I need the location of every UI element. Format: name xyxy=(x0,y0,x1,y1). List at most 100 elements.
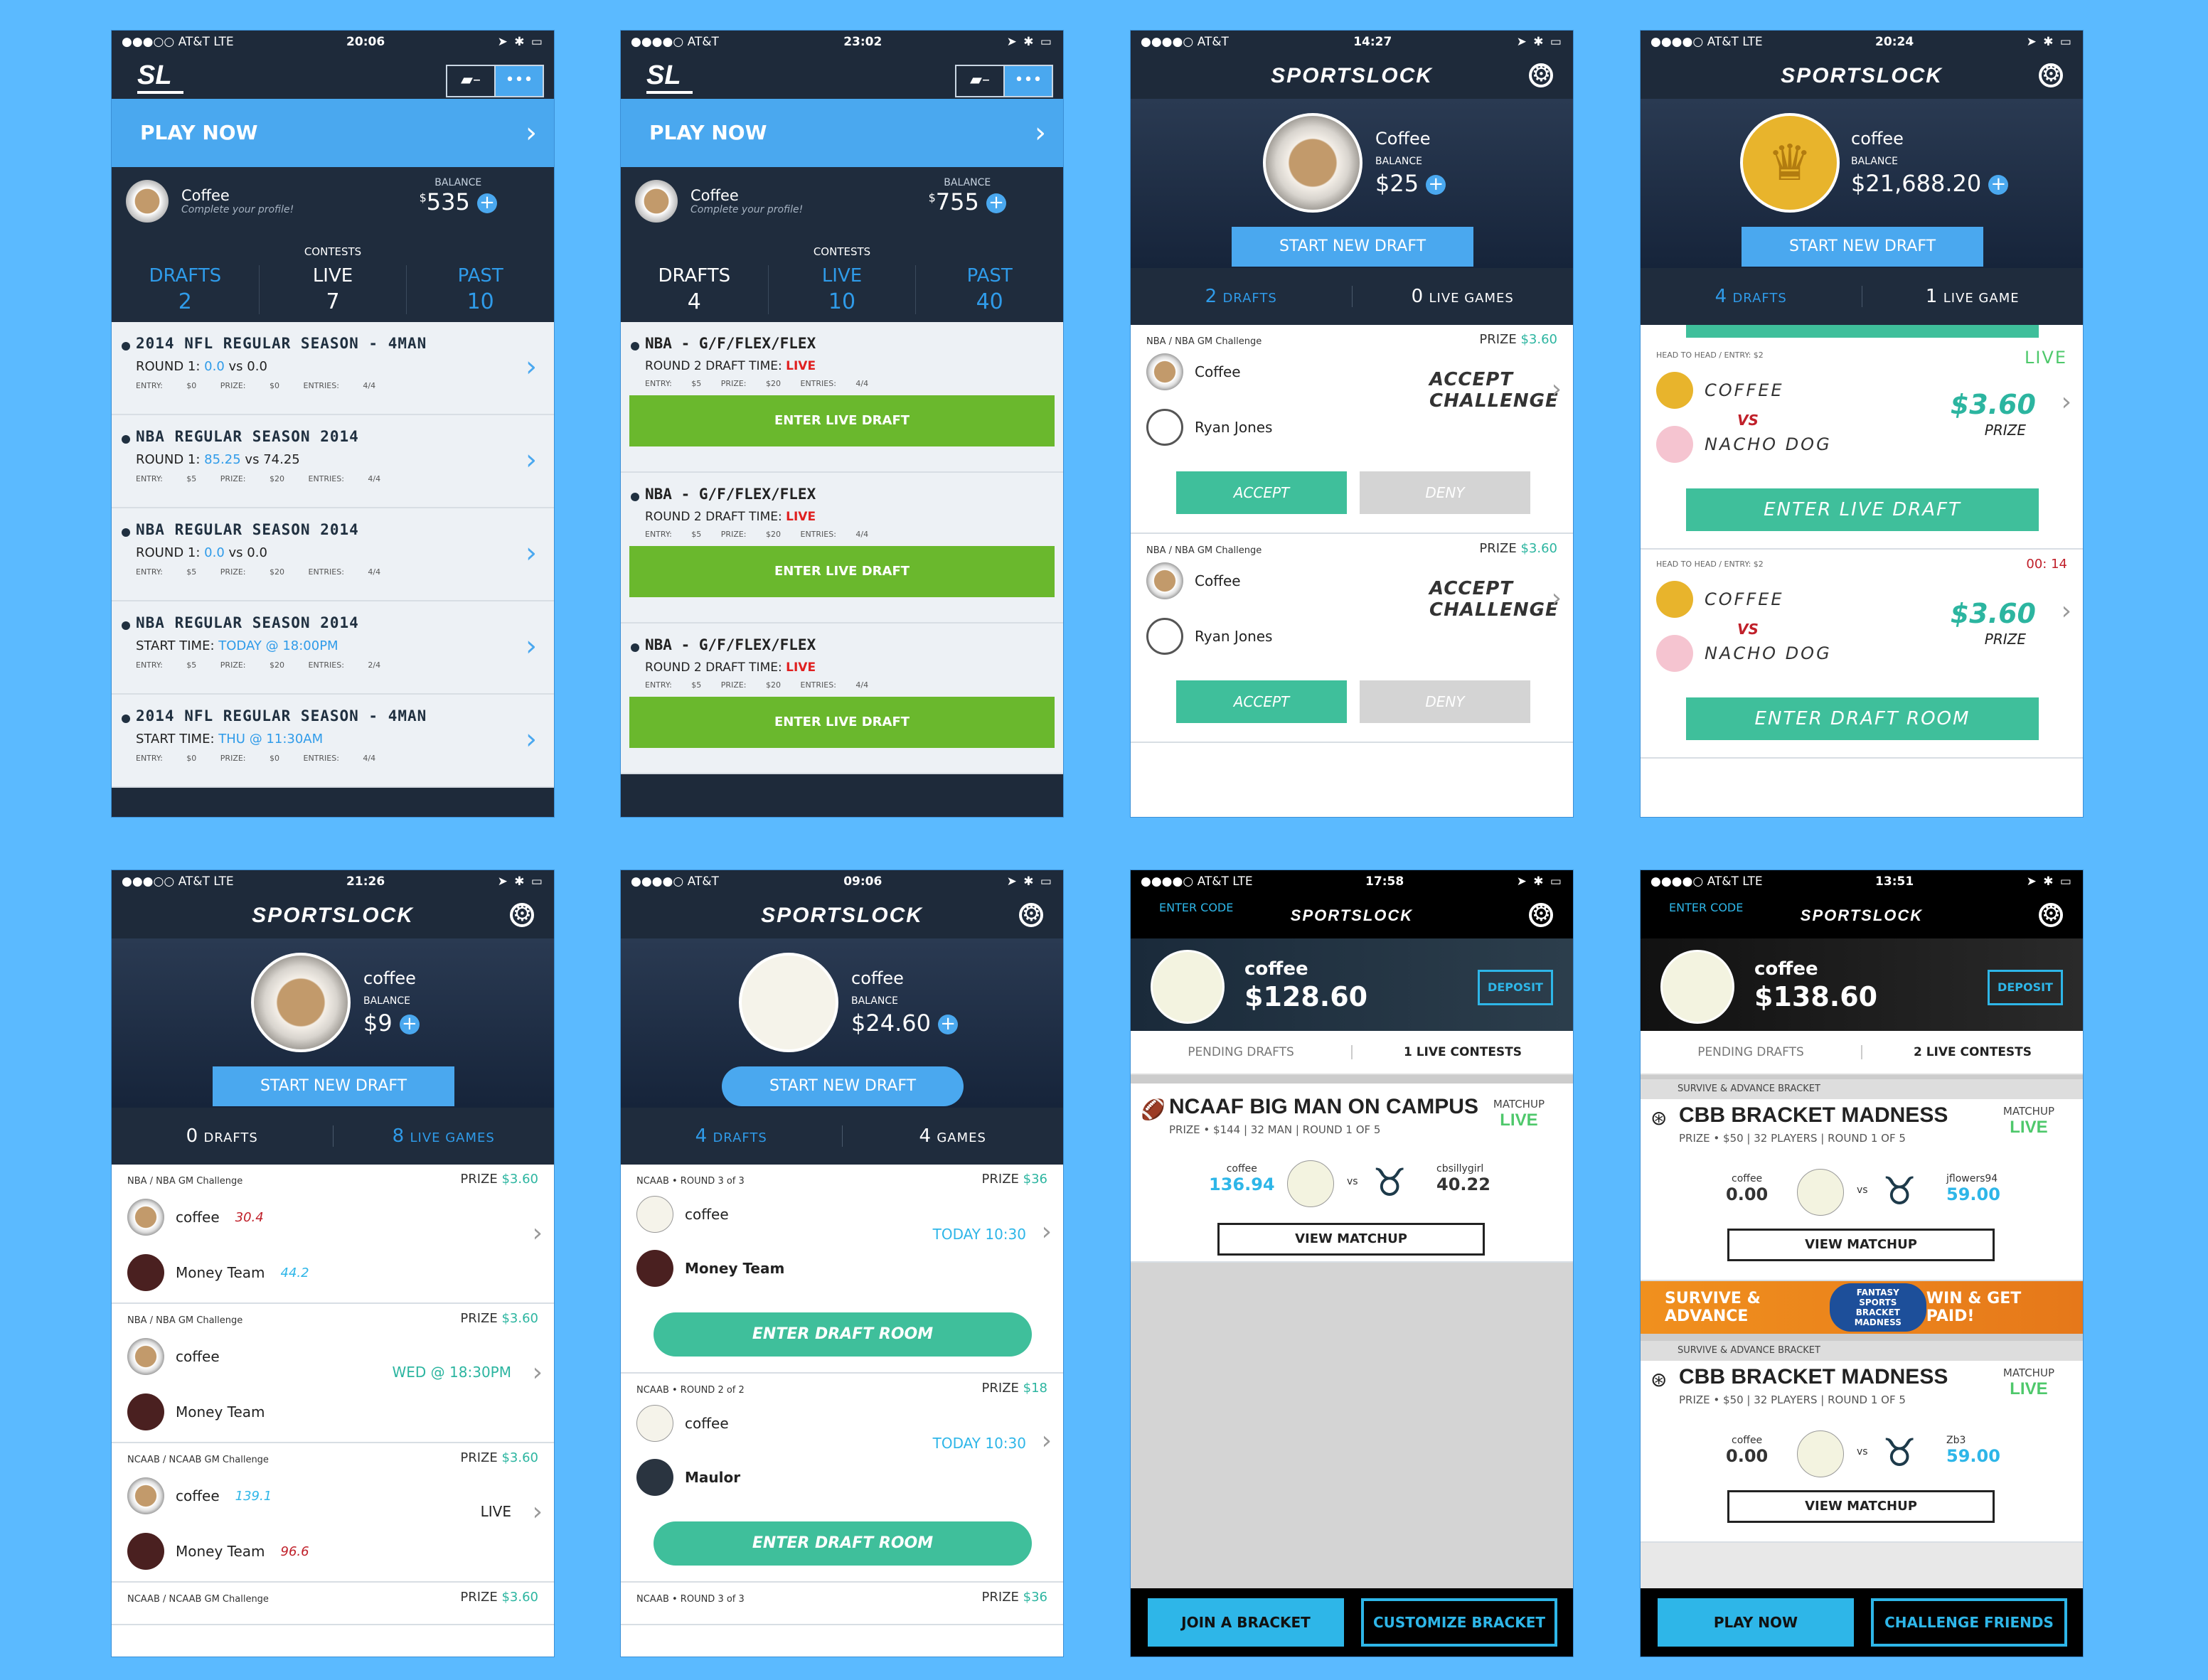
tab-live-games[interactable]: 0 LIVE GAMES xyxy=(1353,286,1574,307)
tab-drafts[interactable]: 4 DRAFTS xyxy=(621,1125,843,1147)
crown-icon: ♛ xyxy=(1740,113,1840,213)
chevron-right-icon[interactable]: › xyxy=(2061,596,2071,626)
play-now-button[interactable]: PLAY NOW xyxy=(1658,1598,1854,1647)
prize-label: PRIZE xyxy=(1984,631,2026,648)
customize-bracket-button[interactable]: CUSTOMIZE BRACKET xyxy=(1361,1598,1557,1647)
gear-icon[interactable]: ⚙ xyxy=(1529,63,1553,87)
vs-label: vs xyxy=(1857,1446,1868,1457)
nav-bar: ENTER CODE SPORTSLOCK ⚙ xyxy=(1641,893,2083,938)
tab-drafts[interactable]: 4 DRAFTS xyxy=(1641,286,1862,307)
start-new-draft-button[interactable]: START NEW DRAFT xyxy=(213,1066,454,1106)
enter-live-draft-button[interactable]: ENTER LIVE DRAFT xyxy=(1686,488,2039,531)
clock: 23:02 xyxy=(843,35,882,49)
gear-icon[interactable]: ⚙ xyxy=(1529,903,1553,927)
more-icon[interactable]: ••• xyxy=(494,65,544,97)
tab-drafts[interactable]: DRAFTS 4 xyxy=(621,265,769,314)
enter-draft-room-button[interactable]: ENTER DRAFT ROOM xyxy=(1686,697,2039,740)
chevron-right-icon[interactable]: › xyxy=(1551,375,1562,404)
add-funds-icon[interactable]: + xyxy=(1426,175,1446,195)
list-item[interactable]: NBA REGULAR SEASON 2014 ROUND 1: 0.0 vs 0… xyxy=(112,508,554,601)
accept-button[interactable]: ACCEPT xyxy=(1176,680,1347,723)
add-funds-icon[interactable]: + xyxy=(938,1015,959,1034)
profile-bar[interactable]: Coffee Complete your profile! BALANCE $755… xyxy=(621,167,1063,235)
list-item[interactable]: 2014 NFL REGULAR SEASON - 4MAN START TIME… xyxy=(112,695,554,788)
tab-games[interactable]: 4 GAMES xyxy=(843,1125,1064,1147)
avatar xyxy=(636,1250,673,1287)
promo-banner[interactable]: SURVIVE & ADVANCE FANTASY SPORTS BRACKET … xyxy=(1641,1281,2083,1334)
enter-code-button[interactable]: ENTER CODE xyxy=(1669,901,1744,914)
tab-past[interactable]: PAST 40 xyxy=(916,265,1063,314)
gear-icon[interactable]: ⚙ xyxy=(1019,903,1043,927)
tab-past[interactable]: PAST 10 xyxy=(407,265,554,314)
gear-icon[interactable]: ⚙ xyxy=(510,903,534,927)
game-card[interactable]: NBA / NBA GM Challenge PRIZE $3.60 coffee… xyxy=(112,1165,554,1304)
profile-bar[interactable]: Coffee Complete your profile! BALANCE $535… xyxy=(112,167,554,235)
start-new-draft-button[interactable]: START NEW DRAFT xyxy=(722,1066,964,1106)
list-item[interactable]: NBA REGULAR SEASON 2014 ROUND 1: 85.25 vs… xyxy=(112,415,554,508)
tab-live-game[interactable]: 1 LIVE GAME xyxy=(1862,286,2084,307)
draft-icon[interactable]: ▰– xyxy=(955,65,1005,97)
gear-icon[interactable]: ⚙ xyxy=(2039,903,2063,927)
add-funds-icon[interactable]: + xyxy=(1988,175,2009,195)
username: coffee xyxy=(1244,958,1308,980)
start-new-draft-button[interactable]: START NEW DRAFT xyxy=(1232,227,1473,267)
chevron-right-icon[interactable]: › xyxy=(2061,387,2071,417)
clock: 17:58 xyxy=(1365,874,1404,889)
draft-icon[interactable]: ▰– xyxy=(446,65,496,97)
more-icon[interactable]: ••• xyxy=(1003,65,1053,97)
list-item[interactable]: NBA REGULAR SEASON 2014 START TIME: TODAY… xyxy=(112,601,554,695)
gear-icon[interactable]: ⚙ xyxy=(2039,63,2063,87)
deny-button[interactable]: DENY xyxy=(1360,471,1530,514)
tab-drafts[interactable]: DRAFTS 2 xyxy=(112,265,260,314)
add-funds-icon[interactable]: + xyxy=(986,193,1006,213)
tab-count: 0 xyxy=(186,1125,198,1147)
enter-live-draft-button[interactable]: ENTER LIVE DRAFT xyxy=(629,697,1055,748)
enter-draft-room-button[interactable]: ENTER DRAFT ROOM xyxy=(654,1521,1032,1566)
tab-drafts[interactable]: 0 DRAFTS xyxy=(112,1125,334,1147)
deposit-button[interactable]: DEPOSIT xyxy=(1988,970,2063,1005)
view-matchup-button[interactable]: VIEW MATCHUP xyxy=(1727,1490,1995,1523)
view-matchup-button[interactable]: VIEW MATCHUP xyxy=(1727,1229,1995,1261)
tab-live-games[interactable]: 8 LIVE GAMES xyxy=(334,1125,555,1147)
deposit-button[interactable]: DEPOSIT xyxy=(1478,970,1553,1005)
tab-live[interactable]: LIVE 10 xyxy=(769,265,917,314)
balance-value: $24.60 xyxy=(851,1010,931,1037)
avatar xyxy=(1263,113,1362,213)
game-card[interactable]: NBA / NBA GM Challenge PRIZE $3.60 coffee… xyxy=(112,1304,554,1443)
tab-count: 0 xyxy=(1411,286,1424,307)
deny-button[interactable]: DENY xyxy=(1360,680,1530,723)
list-item[interactable]: 2014 NFL REGULAR SEASON - 4MAN ROUND 1: 0… xyxy=(112,322,554,415)
challenge-friends-button[interactable]: CHALLENGE FRIENDS xyxy=(1871,1598,2067,1647)
sport-icon xyxy=(631,643,639,652)
tab-label: PAST xyxy=(457,265,503,287)
chevron-right-icon[interactable]: › xyxy=(1041,1217,1052,1246)
enter-live-draft-button[interactable]: ENTER LIVE DRAFT xyxy=(629,395,1055,446)
avatar xyxy=(127,1477,164,1514)
play-now-button[interactable]: PLAY NOW › xyxy=(621,99,1063,167)
tab-drafts[interactable]: 2 DRAFTS xyxy=(1131,286,1353,307)
game-card[interactable]: NCAAB / NCAAB GM Challenge PRIZE $3.60 xyxy=(112,1583,554,1625)
tab-live-contests[interactable]: 1 LIVE CONTESTS xyxy=(1351,1045,1573,1059)
opponent-name: Zb3 xyxy=(1946,1435,1966,1446)
view-matchup-button[interactable]: VIEW MATCHUP xyxy=(1217,1223,1485,1256)
sportslock-logo: SPORTSLOCK xyxy=(1271,64,1433,87)
tab-live[interactable]: LIVE 7 xyxy=(260,265,407,314)
start-new-draft-button[interactable]: START NEW DRAFT xyxy=(1742,227,1983,267)
accept-button[interactable]: ACCEPT xyxy=(1176,471,1347,514)
tab-live-contests[interactable]: 2 LIVE CONTESTS xyxy=(1861,1045,2083,1059)
countdown: 00: 14 xyxy=(2026,557,2067,572)
enter-live-draft-button[interactable]: ENTER LIVE DRAFT xyxy=(629,546,1055,597)
chevron-right-icon[interactable]: › xyxy=(1551,584,1562,613)
add-funds-icon[interactable]: + xyxy=(477,193,497,213)
opponent-name: Money Team xyxy=(176,1543,265,1560)
add-funds-icon[interactable]: + xyxy=(399,1015,420,1034)
tab-pending-drafts[interactable]: PENDING DRAFTS xyxy=(1697,1045,1804,1059)
enter-draft-room-button[interactable]: ENTER DRAFT ROOM xyxy=(654,1312,1032,1357)
tab-pending-drafts[interactable]: PENDING DRAFTS xyxy=(1188,1045,1294,1059)
join-bracket-button[interactable]: JOIN A BRACKET xyxy=(1148,1598,1344,1647)
enter-code-button[interactable]: ENTER CODE xyxy=(1159,901,1234,914)
play-now-button[interactable]: PLAY NOW › xyxy=(112,99,554,167)
contest-type: HEAD TO HEAD / ENTRY: $2 xyxy=(1656,560,1764,569)
game-card[interactable]: NCAAB / NCAAB GM Challenge PRIZE $3.60 co… xyxy=(112,1443,554,1583)
chevron-right-icon[interactable]: › xyxy=(1041,1426,1052,1455)
